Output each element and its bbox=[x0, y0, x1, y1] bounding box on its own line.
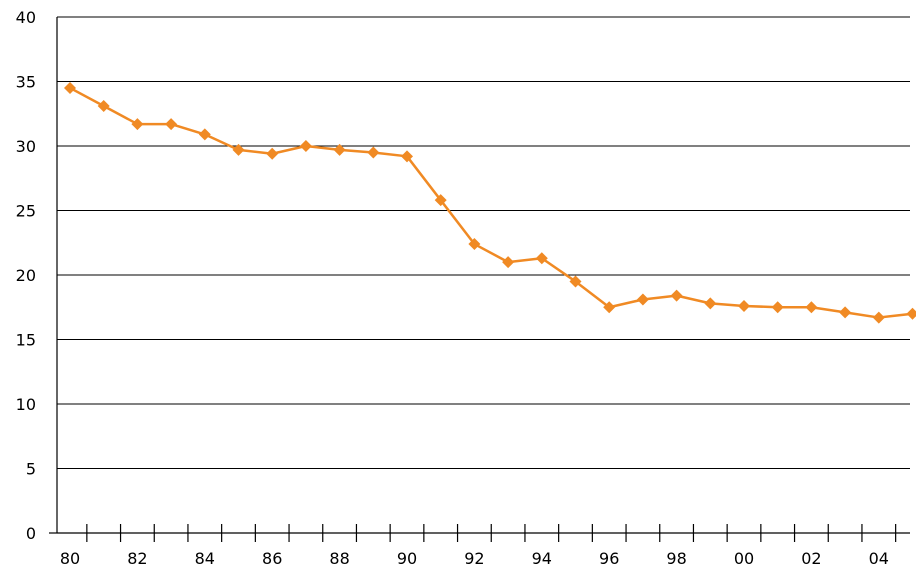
data-point-marker bbox=[266, 147, 279, 160]
data-point-marker bbox=[333, 143, 346, 156]
data-point-marker bbox=[299, 140, 312, 152]
data-point-marker bbox=[131, 118, 144, 131]
x-tick-label: 92 bbox=[464, 549, 484, 568]
data-point-marker bbox=[569, 275, 582, 288]
data-point-marker bbox=[839, 306, 852, 319]
data-point-marker bbox=[468, 238, 481, 251]
x-tick-label: 02 bbox=[801, 549, 821, 568]
data-point-marker bbox=[738, 299, 750, 312]
y-axis bbox=[49, 17, 58, 534]
grid-lines bbox=[57, 16, 910, 469]
data-point-marker bbox=[906, 307, 916, 320]
y-tick-label: 0 bbox=[26, 524, 36, 543]
data-point-marker bbox=[367, 146, 380, 159]
data-point-marker bbox=[704, 297, 717, 310]
x-tick-label: 86 bbox=[262, 549, 282, 568]
data-point-marker bbox=[434, 194, 447, 207]
y-tick-label: 30 bbox=[16, 137, 36, 156]
x-tick-label: 84 bbox=[195, 549, 215, 568]
x-axis-tick-labels: 80 82 84 86 88 90 92 94 96 98 00 02 04 bbox=[60, 549, 889, 568]
x-tick-label: 90 bbox=[397, 549, 417, 568]
series-layer bbox=[64, 81, 916, 324]
x-tick-label: 94 bbox=[532, 549, 552, 568]
data-point-marker bbox=[670, 289, 683, 302]
y-tick-label: 10 bbox=[16, 395, 36, 414]
y-axis-tick-labels: 0 5 10 15 20 25 30 35 40 bbox=[16, 8, 36, 543]
data-point-marker bbox=[232, 143, 245, 156]
data-point-marker bbox=[165, 118, 178, 131]
data-point-marker bbox=[401, 150, 413, 163]
y-tick-label: 15 bbox=[16, 331, 36, 350]
data-point-marker bbox=[636, 293, 649, 306]
data-point-marker bbox=[97, 100, 110, 113]
data-point-marker bbox=[535, 252, 548, 265]
y-tick-label: 20 bbox=[16, 266, 36, 285]
data-point-marker bbox=[198, 128, 211, 141]
x-tick-label: 88 bbox=[329, 549, 349, 568]
data-point-marker bbox=[771, 301, 784, 314]
series-line bbox=[69, 86, 913, 319]
data-point-marker bbox=[872, 311, 885, 324]
x-tick-label: 80 bbox=[60, 549, 80, 568]
data-point-marker bbox=[64, 81, 76, 94]
x-tick-label: 04 bbox=[869, 549, 889, 568]
y-tick-label: 35 bbox=[16, 73, 36, 92]
data-point-marker bbox=[603, 301, 616, 314]
x-axis bbox=[57, 524, 910, 542]
x-tick-label: 96 bbox=[599, 549, 619, 568]
x-tick-label: 98 bbox=[666, 549, 686, 568]
y-tick-label: 25 bbox=[16, 202, 36, 221]
x-tick-label: 00 bbox=[734, 549, 754, 568]
data-point-marker bbox=[805, 301, 818, 314]
y-tick-label: 40 bbox=[16, 8, 36, 27]
y-tick-label: 5 bbox=[26, 460, 36, 479]
x-tick-label: 82 bbox=[127, 549, 147, 568]
data-point-marker bbox=[502, 256, 515, 269]
